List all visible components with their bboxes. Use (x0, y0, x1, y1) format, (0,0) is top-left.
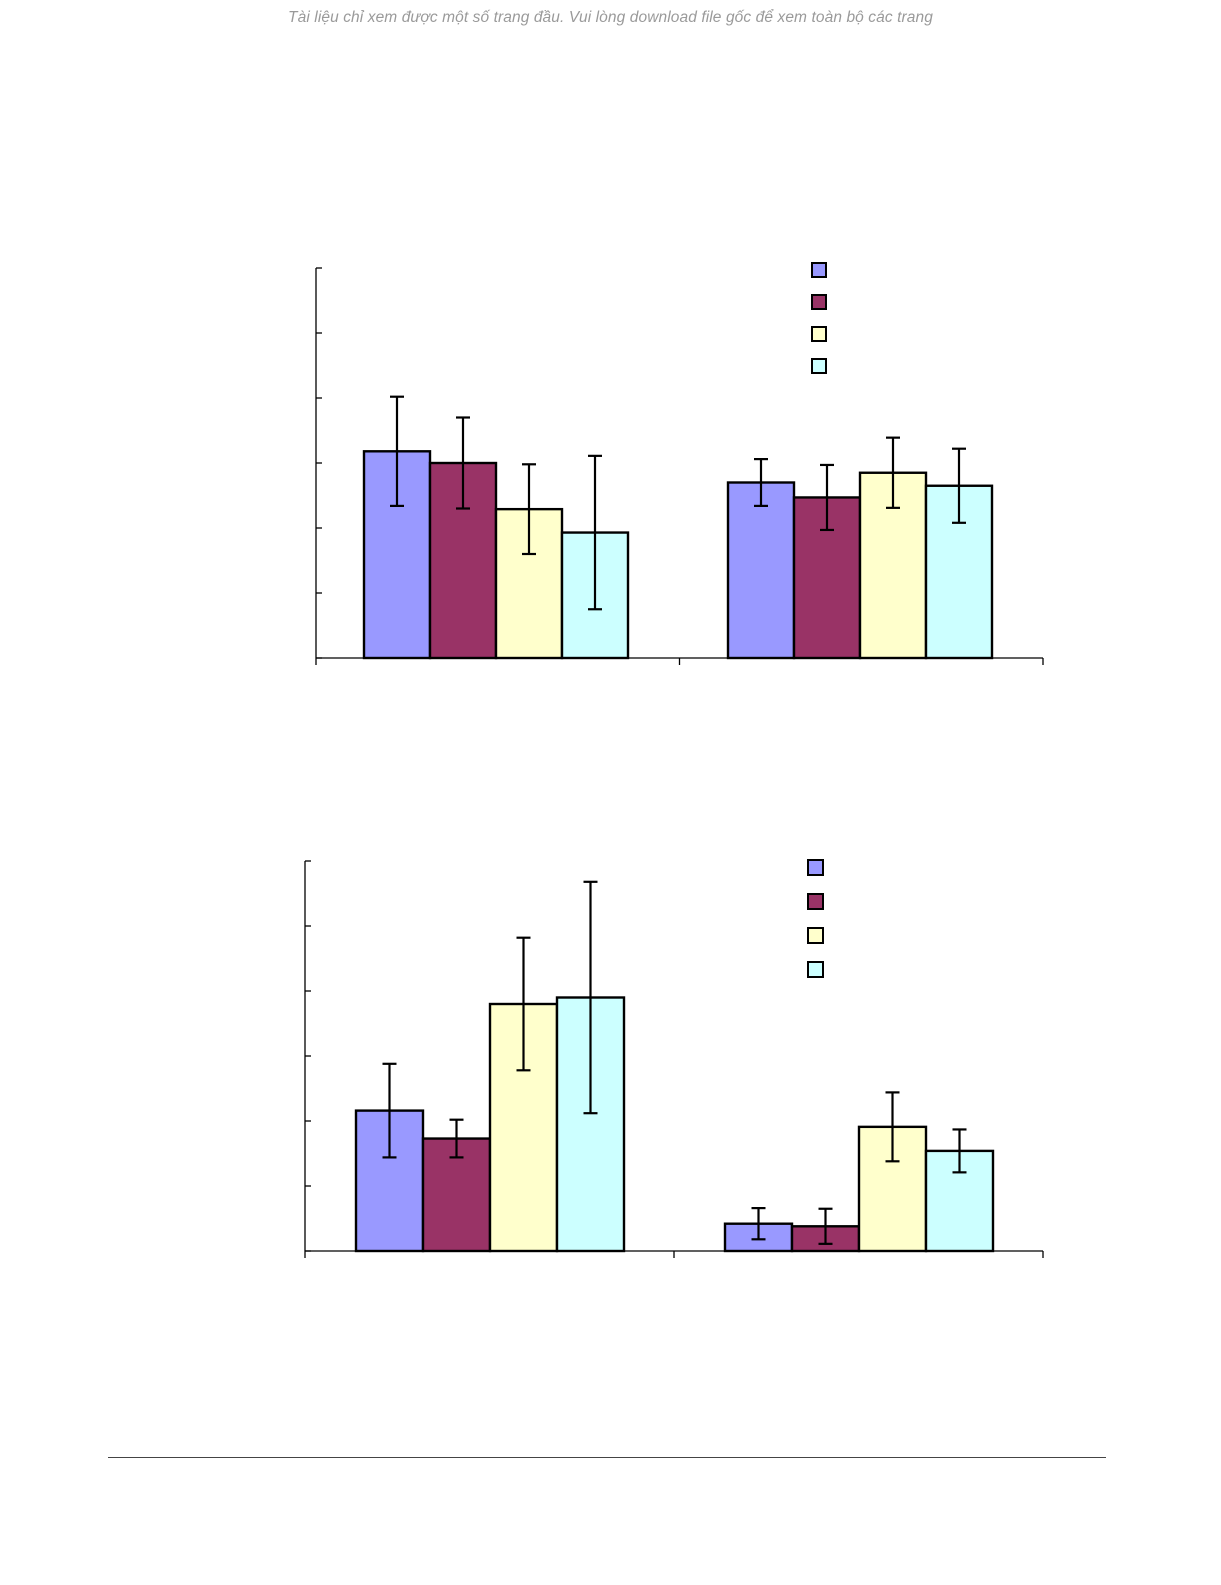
legend-swatch-series-2 (811, 294, 827, 310)
legend-swatch-series-1 (807, 859, 824, 876)
bar-chart-1 (315, 262, 1044, 665)
legend-swatch-series-1 (811, 262, 827, 278)
legend-swatch-series-4 (807, 961, 824, 978)
preview-notice-banner: Tài liệu chỉ xem được một số trang đầu. … (288, 9, 933, 26)
legend-swatch-series-2 (807, 893, 824, 910)
footer-divider (108, 1457, 1106, 1458)
legend-swatch-series-3 (807, 927, 824, 944)
legend-swatch-series-4 (811, 358, 827, 374)
legend-swatch-series-3 (811, 326, 827, 342)
bar-chart-2 (304, 859, 1044, 1258)
